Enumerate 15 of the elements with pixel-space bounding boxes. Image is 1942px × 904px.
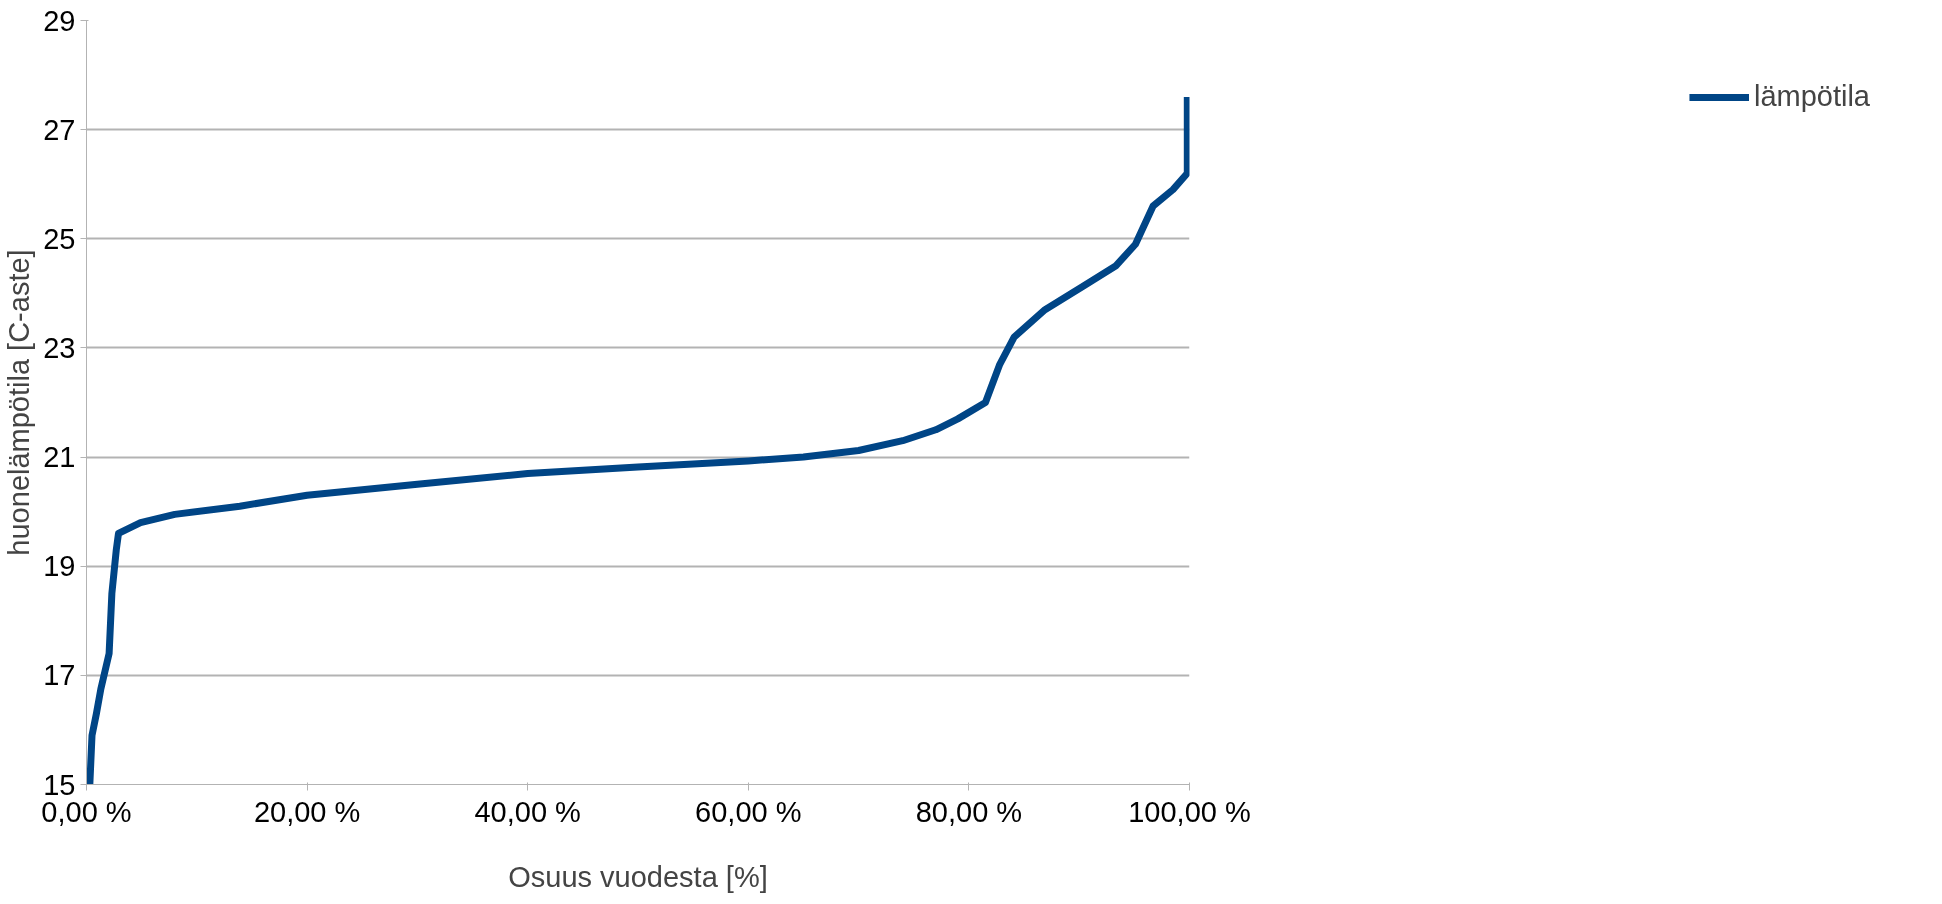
legend-label: lämpötila [1753,80,1870,113]
x-tick-label: 20,00 % [253,795,361,828]
y-axis-title: huonelämpötila [C-aste] [3,249,36,556]
x-tick-label: 40,00 % [474,795,581,828]
y-tick-label: 29 [43,4,76,37]
x-tick-label: 60,00 % [695,795,802,828]
x-axis-title: Osuus vuodesta [%] [508,860,768,893]
y-tick-label: 25 [43,222,76,255]
x-tick-label: 100,00 % [1128,795,1251,828]
y-tick-label: 23 [43,331,76,364]
y-tick-label: 19 [43,550,76,583]
y-tick-label: 17 [43,659,76,692]
y-tick-label: 27 [43,113,76,146]
x-tick-label: 80,00 % [915,795,1023,828]
y-tick-label: 21 [43,441,76,474]
